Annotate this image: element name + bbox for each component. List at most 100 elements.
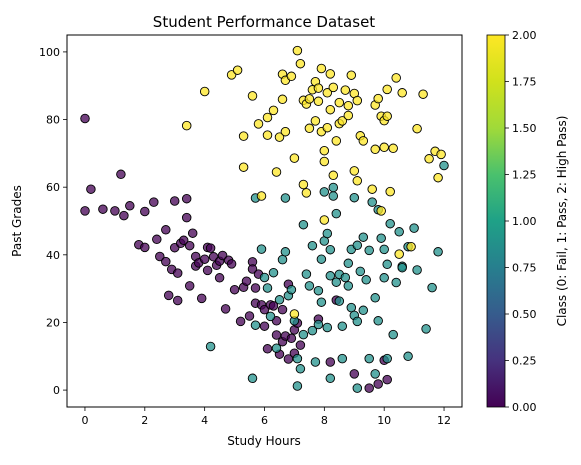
point-class-2 [277, 94, 288, 105]
point-class-1 [331, 277, 342, 287]
colorbar-tick-label: 0.50 [512, 308, 537, 321]
point-class-1 [325, 244, 336, 255]
point-class-1 [337, 321, 348, 331]
point-class-1 [247, 373, 258, 384]
point-class-0 [220, 304, 231, 314]
point-class-2 [199, 86, 210, 97]
point-class-0 [277, 304, 288, 315]
point-class-0 [382, 374, 392, 385]
point-class-1 [319, 187, 330, 197]
point-class-1 [313, 285, 324, 296]
point-class-1 [397, 262, 407, 273]
colorbar-tick-label: 2.00 [512, 29, 537, 42]
point-class-1 [352, 316, 363, 327]
point-class-2 [382, 111, 392, 121]
y-tick-label: 40 [46, 249, 60, 262]
point-class-0 [373, 379, 383, 389]
point-class-1 [328, 182, 339, 193]
point-class-2 [433, 172, 443, 183]
point-class-0 [80, 113, 90, 124]
point-class-0 [149, 197, 159, 207]
x-tick-label: 4 [201, 414, 208, 427]
point-class-0 [161, 256, 171, 267]
point-class-2 [232, 65, 243, 75]
point-class-1 [262, 283, 273, 293]
point-class-1 [280, 247, 291, 257]
y-axis-label: Past Grades [10, 185, 24, 257]
x-tick-label: 0 [81, 414, 88, 427]
x-tick-label: 10 [377, 414, 391, 427]
point-class-2 [289, 309, 300, 319]
y-tick-label: 60 [46, 181, 60, 194]
point-class-2 [340, 85, 351, 95]
point-class-0 [196, 293, 207, 304]
point-class-1 [268, 267, 279, 278]
point-class-1 [265, 311, 276, 322]
chart-title: Student Performance Dataset [153, 13, 375, 31]
point-class-0 [80, 206, 90, 216]
point-class-1 [352, 383, 363, 393]
point-class-1 [337, 353, 348, 364]
point-class-2 [289, 153, 300, 163]
point-class-1 [358, 305, 369, 316]
point-class-0 [119, 210, 129, 221]
point-class-2 [310, 116, 321, 126]
point-class-2 [388, 143, 398, 154]
point-class-2 [316, 63, 327, 74]
point-class-1 [385, 218, 395, 229]
point-class-0 [86, 184, 96, 194]
point-class-2 [352, 176, 363, 186]
point-class-1 [250, 320, 261, 330]
point-class-2 [367, 184, 377, 194]
y-tick-label: 20 [46, 316, 60, 329]
point-class-2 [268, 105, 279, 116]
point-class-2 [358, 136, 369, 146]
y-axis: 0 20 40 60 80 100 [39, 46, 67, 397]
point-class-0 [247, 264, 258, 274]
x-axis: 0 2 4 6 8 10 12 [81, 407, 451, 427]
point-class-2 [394, 249, 404, 259]
point-class-0 [110, 206, 120, 216]
point-class-1 [343, 258, 354, 269]
point-class-0 [250, 283, 261, 293]
point-class-1 [394, 227, 404, 237]
point-class-2 [346, 70, 357, 80]
point-class-2 [418, 89, 428, 99]
x-tick-label: 12 [437, 414, 451, 427]
point-class-2 [391, 73, 401, 83]
x-tick-label: 8 [321, 414, 328, 427]
point-class-0 [325, 357, 336, 367]
point-class-2 [334, 97, 345, 108]
point-class-1 [322, 322, 333, 333]
point-class-2 [238, 162, 249, 172]
point-class-2 [325, 104, 336, 115]
point-class-0 [181, 212, 192, 223]
point-class-1 [388, 329, 398, 340]
colorbar-tick-label: 1.75 [512, 76, 537, 89]
point-class-2 [382, 84, 392, 95]
point-class-1 [286, 284, 297, 295]
colorbar-tick-label: 0.75 [512, 262, 537, 275]
point-class-1 [370, 293, 380, 303]
point-class-1 [355, 266, 366, 277]
point-class-0 [181, 193, 192, 204]
point-class-1 [334, 296, 345, 306]
point-class-0 [295, 340, 306, 350]
x-tick-label: 6 [261, 414, 268, 427]
point-class-1 [358, 232, 369, 242]
point-class-0 [152, 234, 162, 245]
point-class-0 [140, 242, 150, 253]
colorbar-tick-label: 1.25 [512, 169, 537, 182]
point-class-2 [280, 126, 291, 137]
point-class-1 [295, 364, 306, 374]
point-class-0 [229, 284, 240, 295]
point-class-2 [328, 82, 339, 93]
point-class-2 [322, 122, 333, 133]
point-class-1 [259, 272, 270, 283]
point-class-0 [125, 201, 135, 211]
y-tick-label: 0 [53, 384, 60, 397]
point-class-1 [316, 254, 327, 264]
point-class-1 [352, 240, 363, 251]
point-class-1 [373, 316, 383, 326]
point-class-1 [340, 272, 351, 283]
